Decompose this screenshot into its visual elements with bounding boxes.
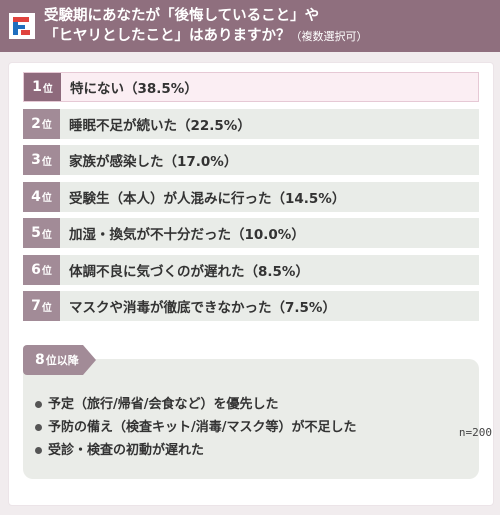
title-note: （複数選択可） [290,29,368,43]
rank-number: 1 [32,79,42,95]
others-box: 予定（旅行/帰省/会食など）を優先した予防の備え（検査キット/消毒/マスク等）が… [23,359,479,479]
others-rank-badge-body: 8 位以降 [23,345,83,375]
brand-f-icon [9,13,35,39]
page-title: 受験期にあなたが「後悔していること」や 「ヒヤリとしたこと」はありますか？（複数… [44,6,368,47]
ranking-label: マスクや消毒が徹底できなかった（7.5%） [69,300,336,316]
title-line-2: 「ヒヤリとしたこと」はありますか？（複数選択可） [44,26,368,47]
ranking-row: 5 位加湿・換気が不十分だった（10.0%） [23,218,479,248]
others-rank-suffix: 位以降 [45,354,79,367]
others-rank-badge: 8 位以降 [23,345,96,375]
rank-unit: 位 [41,302,52,314]
rank-number: 5 [31,225,41,241]
sample-size-note: n=200 [458,426,492,439]
rank-number: 4 [31,188,41,205]
header: 受験期にあなたが「後悔していること」や 「ヒヤリとしたこと」はありますか？（複数… [0,0,500,52]
others-list-item: 受診・検査の初動が遅れた [35,439,479,462]
rank-unit: 位 [42,83,53,95]
ranking-row: 1 位特にない（38.5%） [23,72,479,102]
ranking-row: 7 位マスクや消毒が徹底できなかった（7.5%） [23,291,479,321]
title-line-2-text: 「ヒヤリとしたこと」はありますか？ [44,27,291,44]
rank-number: 6 [31,261,41,278]
ranking-label: 特にない（38.5%） [70,81,198,97]
bullet-icon [35,447,42,454]
rank-unit: 位 [41,156,52,168]
others-item-label: 予防の備え（検査キット/消毒/マスク等）が不足した [48,420,357,435]
rank-number: 3 [31,152,41,168]
rank-unit: 位 [41,229,52,241]
others-list-item: 予防の備え（検査キット/消毒/マスク等）が不足した [35,416,479,439]
rank-unit: 位 [41,193,52,204]
ranking-row: 4 位受験生（本人）が人混みに行った（14.5%） [23,181,479,212]
ranking-label: 加湿・換気が不十分だった（10.0%） [69,227,305,243]
title-line-1: 受験期にあなたが「後悔していること」や [44,7,320,24]
others-list: 予定（旅行/帰省/会食など）を優先した予防の備え（検査キット/消毒/マスク等）が… [23,359,479,462]
rank-number: 7 [31,298,41,314]
bullet-icon [35,424,42,431]
rank-unit: 位 [41,266,52,277]
others-item-label: 予定（旅行/帰省/会食など）を優先した [48,397,279,412]
others-rank-number: 8 [35,352,45,368]
rank-unit: 位 [41,120,52,131]
ranking-row: 2 位睡眠不足が続いた（22.5%） [23,108,479,139]
rank-number: 2 [31,115,41,132]
ranking-label: 体調不良に気づくのが遅れた（8.5%） [69,263,309,280]
ranking-row: 6 位体調不良に気づくのが遅れた（8.5%） [23,254,479,285]
ranking-label: 受験生（本人）が人混みに行った（14.5%） [69,190,346,207]
ranking-label: 家族が感染した（17.0%） [69,154,238,170]
badge-arrow-icon [82,345,96,375]
others-item-label: 受診・検査の初動が遅れた [48,443,205,458]
ranking-label: 睡眠不足が続いた（22.5%） [69,117,251,134]
bullet-icon [35,401,42,408]
ranking-row: 3 位家族が感染した（17.0%） [23,145,479,175]
others-list-item: 予定（旅行/帰省/会食など）を優先した [35,393,479,416]
ranking-card: 1 位特にない（38.5%） 2 位睡眠不足が続いた（22.5%） 3 位家族が感染した（… [8,62,494,506]
